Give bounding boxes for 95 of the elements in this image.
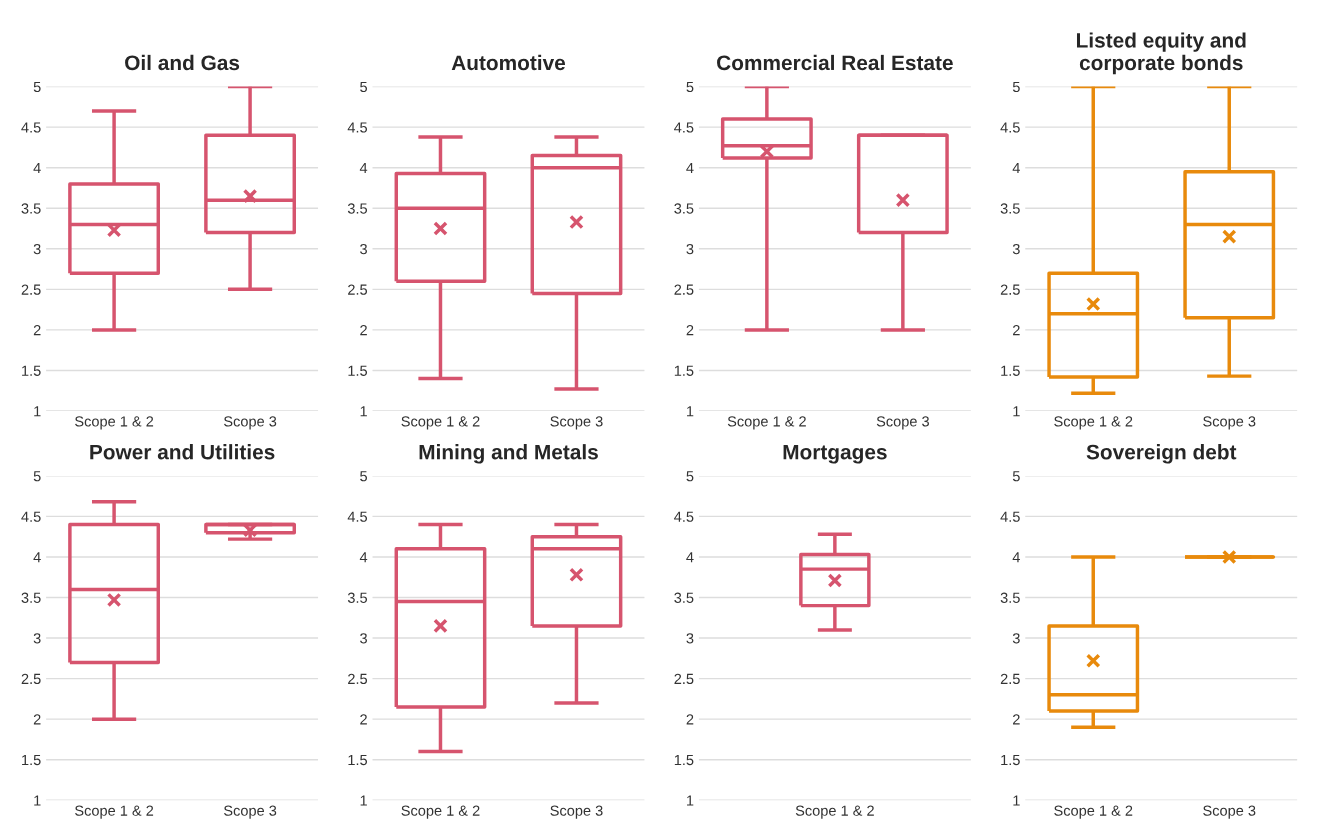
y-tick-label: 4 [359, 162, 368, 173]
y-tick-label: 5 [360, 471, 368, 482]
y-tick-label: 2.5 [21, 673, 41, 685]
x-tick-label: Scope 1 & 2 [401, 805, 480, 819]
chart-title: Mortgages [783, 444, 887, 464]
y-tick-label: 3 [1012, 633, 1020, 644]
y-tick-label: 5 [1012, 81, 1020, 93]
x-tick-label: Scope 3 [224, 416, 277, 430]
y-tick-label: 4 [686, 552, 694, 563]
chart-title: Listed equity and corporate bonds [1076, 32, 1246, 75]
y-tick-label: 4.5 [674, 511, 694, 522]
chart-title: Power and Utilities [90, 444, 275, 460]
x-tick-label: Scope 3 [550, 416, 603, 430]
y-tick-label: 3 [33, 243, 41, 255]
y-tick-label: 4.5 [21, 122, 41, 133]
y-tick-label: 4 [1012, 552, 1020, 563]
x-tick-label: Scope 3 [876, 416, 929, 430]
y-tick-label: 3.5 [1000, 592, 1020, 603]
y-tick-label: 2 [1013, 714, 1020, 725]
x-tick-label: Scope 1 & 2 [1054, 416, 1133, 430]
y-tick-label: 1.5 [1001, 365, 1020, 376]
y-tick-label: 3 [686, 243, 694, 255]
y-tick-label: 3 [360, 633, 367, 644]
y-tick-label: 4.5 [347, 511, 368, 522]
y-tick-label: 3.5 [21, 592, 41, 603]
x-tick-label: Scope 1 & 2 [75, 805, 154, 819]
y-tick-label: 2.5 [21, 284, 41, 295]
y-tick-label: 2.5 [348, 673, 368, 685]
x-tick-label: Scope 3 [550, 805, 603, 819]
y-tick-label: 4 [1012, 162, 1020, 173]
y-tick-label: 1.5 [22, 365, 41, 376]
chart-title: Commercial Real Estate [717, 54, 953, 71]
y-tick-label: 4 [686, 162, 694, 173]
y-tick-label: 4 [359, 552, 368, 563]
chart-title: Sovereign debt [1086, 444, 1237, 464]
y-tick-label: 1.5 [22, 754, 41, 766]
y-tick-label: 2 [360, 714, 367, 725]
y-tick-label: 5 [360, 81, 368, 93]
chart-title: Oil and Gas [125, 54, 240, 71]
y-tick-label: 2.5 [348, 284, 368, 295]
y-tick-label: 4.5 [21, 511, 41, 522]
y-tick-label: 4.5 [347, 122, 368, 133]
x-tick-label: Scope 1 & 2 [75, 416, 154, 430]
y-tick-label: 2.5 [674, 673, 694, 685]
x-tick-label: Scope 1 & 2 [1054, 805, 1133, 819]
y-tick-label: 1 [360, 406, 367, 417]
y-tick-label: 2.5 [1000, 673, 1020, 685]
y-tick-label: 3 [360, 243, 367, 255]
y-tick-label: 2 [33, 325, 41, 336]
y-tick-label: 4 [33, 162, 41, 173]
y-tick-label: 3.5 [21, 203, 41, 214]
y-tick-label: 1 [34, 406, 41, 417]
y-tick-label: 2.5 [1000, 284, 1020, 295]
y-tick-label: 4.5 [1000, 122, 1020, 133]
y-tick-label: 3.5 [347, 203, 368, 214]
y-tick-label: 1.5 [1001, 754, 1020, 766]
x-tick-label: Scope 3 [224, 805, 277, 819]
y-tick-label: 1 [1013, 406, 1020, 417]
y-tick-label: 3 [33, 633, 41, 644]
y-tick-label: 3.5 [674, 203, 694, 214]
y-tick-label: 2 [360, 325, 367, 336]
x-tick-label: Scope 1 & 2 [401, 416, 480, 430]
y-tick-label: 1.5 [348, 365, 368, 376]
y-tick-label: 5 [686, 81, 694, 93]
x-tick-label: Scope 3 [1203, 416, 1256, 430]
x-tick-label: Scope 1 & 2 [795, 805, 874, 819]
y-tick-label: 1 [360, 795, 367, 806]
y-tick-label: 2 [686, 325, 694, 336]
y-tick-label: 3.5 [1000, 203, 1020, 214]
y-tick-label: 4.5 [1000, 511, 1020, 522]
y-tick-label: 4.5 [674, 122, 694, 133]
y-tick-label: 1.5 [674, 365, 694, 376]
y-tick-label: 1 [34, 795, 41, 806]
y-tick-label: 1.5 [674, 754, 694, 766]
chart-title: Mining and Metals [419, 444, 598, 464]
y-tick-label: 3.5 [347, 592, 368, 603]
y-tick-label: 1 [687, 406, 694, 417]
y-tick-label: 2 [33, 714, 41, 725]
y-tick-label: 5 [686, 471, 694, 482]
x-tick-label: Scope 3 [1203, 805, 1256, 819]
y-tick-label: 1 [1013, 795, 1020, 806]
y-tick-label: 5 [33, 81, 41, 93]
y-tick-label: 1.5 [348, 754, 368, 766]
chart-title: Automotive [451, 54, 566, 71]
y-tick-label: 5 [1012, 471, 1020, 482]
y-tick-label: 1 [687, 795, 694, 806]
y-tick-label: 2.5 [674, 284, 694, 295]
x-tick-label: Scope 1 & 2 [727, 416, 806, 430]
y-tick-label: 2 [686, 714, 694, 725]
y-tick-label: 4 [33, 552, 41, 563]
y-tick-label: 3 [1012, 243, 1020, 255]
y-tick-label: 3 [686, 633, 694, 644]
y-tick-label: 2 [1013, 325, 1020, 336]
y-tick-label: 3.5 [674, 592, 694, 603]
y-tick-label: 5 [33, 471, 41, 482]
